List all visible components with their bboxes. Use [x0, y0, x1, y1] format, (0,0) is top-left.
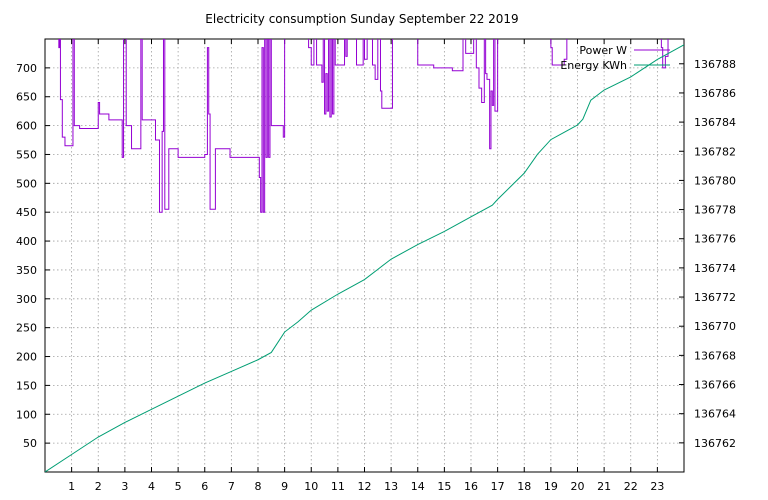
y-tick-label: 250	[16, 322, 37, 335]
x-tick-label: 10	[304, 480, 318, 493]
x-tick-label: 17	[491, 480, 505, 493]
y-tick-label: 500	[16, 177, 37, 190]
y2-tick-label: 136782	[694, 145, 736, 158]
y2-tick-label: 136766	[694, 379, 736, 392]
y2-tick-label: 136784	[694, 116, 736, 129]
axes: 1 2 3 4 5 6 7 8 9 10 11 12 13 14 15 16 17 18 19 20 21 22 23501…	[16, 38, 736, 493]
series-line-energy-kwh	[45, 44, 684, 472]
y-tick-label: 100	[16, 408, 37, 421]
y-tick-label: 600	[16, 120, 37, 133]
x-tick-label: 4	[148, 480, 155, 493]
x-tick-label: 6	[201, 480, 208, 493]
x-tick-label: 8	[255, 480, 262, 493]
y2-tick-label: 136762	[694, 437, 736, 450]
y-tick-label: 300	[16, 293, 37, 306]
y2-tick-label: 136768	[694, 349, 736, 362]
y2-tick-label: 136772	[694, 291, 736, 304]
x-tick-label: 15	[437, 480, 451, 493]
y2-tick-label: 136774	[694, 262, 736, 275]
y2-tick-label: 136764	[694, 408, 736, 421]
legend: Power W Energy KWh	[560, 44, 670, 72]
legend-label: Power W	[579, 44, 627, 57]
x-tick-label: 23	[650, 480, 664, 493]
x-tick-label: 7	[228, 480, 235, 493]
x-tick-label: 11	[331, 480, 345, 493]
y2-tick-label: 136786	[694, 87, 736, 100]
y-tick-label: 350	[16, 264, 37, 277]
y-tick-label: 450	[16, 206, 37, 219]
x-tick-label: 18	[517, 480, 531, 493]
x-tick-label: 13	[384, 480, 398, 493]
x-tick-label: 3	[121, 480, 128, 493]
series-layer	[45, 39, 684, 472]
y-tick-label: 550	[16, 148, 37, 161]
y2-tick-label: 136778	[694, 204, 736, 217]
x-tick-label: 12	[358, 480, 372, 493]
y-tick-label: 700	[16, 62, 37, 75]
x-tick-label: 20	[571, 480, 585, 493]
x-tick-label: 2	[95, 480, 102, 493]
y-tick-label: 150	[16, 379, 37, 392]
chart-title: Electricity consumption Sunday September…	[205, 12, 518, 26]
y2-tick-label: 136788	[694, 58, 736, 71]
x-tick-label: 22	[624, 480, 638, 493]
x-tick-label: 5	[175, 480, 182, 493]
y-tick-label: 400	[16, 235, 37, 248]
y2-tick-label: 136780	[694, 174, 736, 187]
x-tick-label: 16	[464, 480, 478, 493]
grid	[45, 39, 684, 472]
y-tick-label: 650	[16, 91, 37, 104]
y-tick-label: 50	[23, 437, 37, 450]
x-tick-label: 19	[544, 480, 558, 493]
y2-tick-label: 136770	[694, 320, 736, 333]
legend-label: Energy KWh	[560, 59, 627, 72]
x-tick-label: 21	[597, 480, 611, 493]
y-tick-label: 200	[16, 351, 37, 364]
series-line-power-w	[58, 39, 669, 213]
y2-tick-label: 136776	[694, 233, 736, 246]
x-tick-label: 1	[68, 480, 75, 493]
x-tick-label: 14	[411, 480, 425, 493]
x-tick-label: 9	[281, 480, 288, 493]
